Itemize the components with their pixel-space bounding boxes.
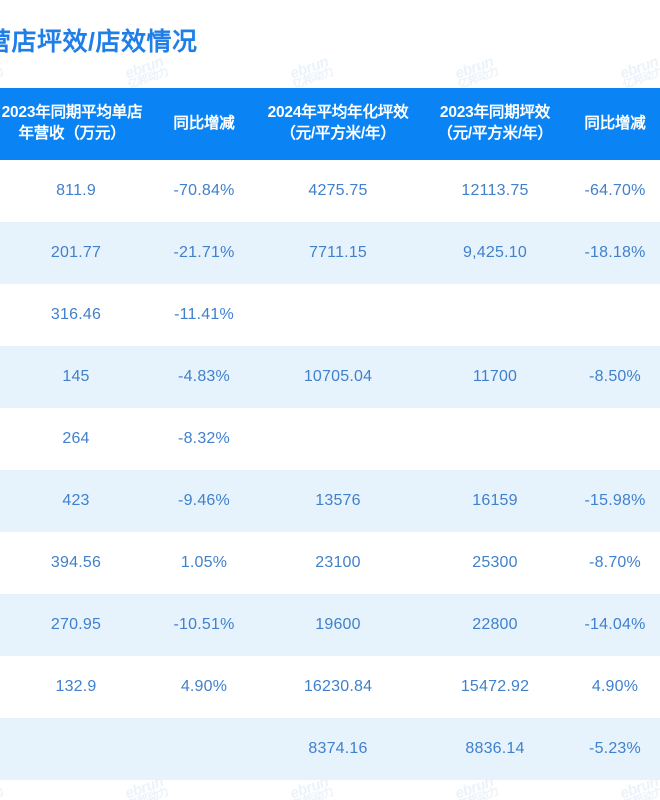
table-cell: 316.46 <box>50 306 102 323</box>
watermark-en-text: ebrun <box>617 53 660 83</box>
table-cell: 7711.15 <box>308 244 368 261</box>
table-cell: 12113.75 <box>461 182 529 199</box>
watermark-cn-text: 亿邦动力 <box>0 0 5 1</box>
table-cell: 394.56 <box>50 554 102 571</box>
column-header-line1: 2023年同期坪效 <box>439 104 551 122</box>
table-cell: -64.70% <box>584 182 646 199</box>
table-cell: 423 <box>62 492 90 509</box>
table-cell: 25300 <box>472 554 518 571</box>
table-cell: -4.83% <box>178 368 230 385</box>
performance-table: 2023年同期平均单店 年营收（万元） 同比增减 2024年平均年化坪效 （元/… <box>0 88 660 780</box>
table-cell: 4275.75 <box>308 182 368 199</box>
table-row: 8374.16 8836.14 -5.23% <box>0 718 660 780</box>
table-cell: -8.70% <box>589 554 641 571</box>
table-cell: 132.9 <box>55 678 97 695</box>
table-cell: 8836.14 <box>465 740 525 757</box>
column-header-line1: 同比增减 <box>173 114 235 132</box>
table-cell: 10705.04 <box>303 368 373 385</box>
table-row: 201.77 -21.71% 7711.15 9,425.10 -18.18% <box>0 222 660 284</box>
table-cell: 16230.84 <box>303 678 373 695</box>
table-cell: -14.04% <box>584 616 646 633</box>
table-cell: 264 <box>62 430 90 447</box>
table-cell: 270.95 <box>50 616 102 633</box>
table-header-row: 2023年同期平均单店 年营收（万元） 同比增减 2024年平均年化坪效 （元/… <box>0 88 660 160</box>
column-header-avg-sqm-efficiency-2024: 2024年平均年化坪效 （元/平方米/年） <box>256 103 420 145</box>
table-row: 316.46 -11.41% <box>0 284 660 346</box>
table-cell: -8.50% <box>589 368 641 385</box>
column-header-line2: （元/平方米/年） <box>437 125 553 142</box>
watermark-cn-text: 亿邦动力 <box>126 0 170 1</box>
table-cell: -9.46% <box>178 492 230 509</box>
watermark-cn-text: 亿邦动力 <box>291 0 335 1</box>
column-header-line2: （元/平方米/年） <box>280 125 396 142</box>
table-cell: -21.71% <box>173 244 235 261</box>
column-header-yoy-change-revenue: 同比增减 <box>152 114 256 135</box>
table-cell: 15472.92 <box>460 678 530 695</box>
table-cell: 11700 <box>472 368 518 385</box>
table-row: 394.56 1.05% 23100 25300 -8.70% <box>0 532 660 594</box>
column-header-line1: 同比增减 <box>584 114 646 132</box>
table-cell: -11.41% <box>174 306 234 323</box>
table-cell: 201.77 <box>50 244 102 261</box>
watermark-cn-text: 亿邦动力 <box>291 785 336 800</box>
table-cell: -8.32% <box>178 430 230 447</box>
watermark-cn-text: 亿邦动力 <box>621 0 660 1</box>
table-cell: -5.23% <box>589 740 641 757</box>
table-cell: 16159 <box>472 492 518 509</box>
watermark-en-text: ebrun <box>452 53 496 83</box>
table-row: 132.9 4.90% 16230.84 15472.92 4.90% <box>0 656 660 718</box>
table-cell: 8374.16 <box>308 740 368 757</box>
column-header-line1: 2023年同期平均单店 <box>1 104 143 122</box>
watermark-cn-text: 亿邦动力 <box>621 785 660 800</box>
table-cell: -15.98% <box>584 492 646 509</box>
column-header-line2: 年营收（万元） <box>18 125 126 142</box>
table-cell: 4.90% <box>180 678 228 695</box>
table-cell: 811.9 <box>56 182 96 199</box>
table-cell: 22800 <box>472 616 518 633</box>
table-row: 811.9 -70.84% 4275.75 12113.75 -64.70% <box>0 160 660 222</box>
table-cell: 9,425.10 <box>463 244 527 261</box>
watermark-cn-text: 亿邦动力 <box>126 785 171 800</box>
table-cell: 19600 <box>315 616 361 633</box>
page-title: 营店坪效/店效情况 <box>0 28 198 56</box>
watermark-cn-text: 亿邦动力 <box>456 0 500 1</box>
column-header-line1: 2024年平均年化坪效 <box>267 104 409 122</box>
table-cell: 1.05% <box>180 554 228 571</box>
column-header-yoy-change-efficiency: 同比增减 <box>570 114 660 135</box>
table-row: 264 -8.32% <box>0 408 660 470</box>
table-cell: 145 <box>62 368 90 385</box>
column-header-sqm-efficiency-2023: 2023年同期坪效 （元/平方米/年） <box>420 103 570 145</box>
table-body: 811.9 -70.84% 4275.75 12113.75 -64.70% 201.77… <box>0 160 660 780</box>
watermark-cn-text: 亿邦动力 <box>0 785 6 800</box>
table-cell: -18.18% <box>584 244 646 261</box>
table-row: 423 -9.46% 13576 16159 -15.98% <box>0 470 660 532</box>
watermark-cn-text: 亿邦动力 <box>456 785 501 800</box>
table-cell: 13576 <box>315 492 361 509</box>
table-cell: -10.51% <box>173 616 235 633</box>
watermark-en-text: ebrun <box>287 53 331 83</box>
table-row: 270.95 -10.51% 19600 22800 -14.04% <box>0 594 660 656</box>
table-cell: 23100 <box>315 554 361 571</box>
table-cell: 4.90% <box>591 678 639 695</box>
column-header-avg-revenue-2023: 2023年同期平均单店 年营收（万元） <box>0 103 152 145</box>
table-cell: -70.84% <box>173 182 235 199</box>
table-row: 145 -4.83% 10705.04 11700 -8.50% <box>0 346 660 408</box>
